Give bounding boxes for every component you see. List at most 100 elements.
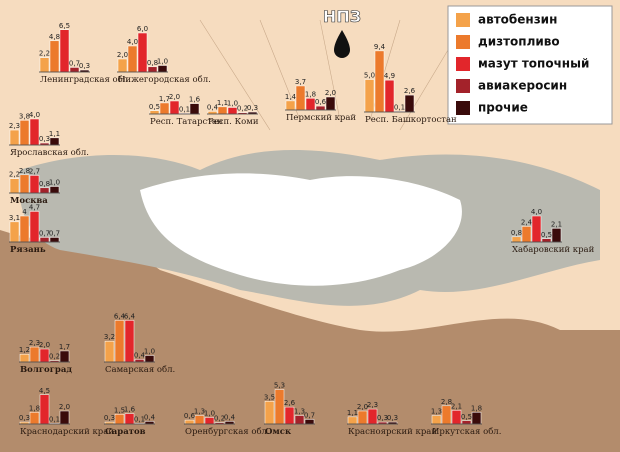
region-name: Нижегородская обл. [118, 74, 211, 85]
region-name: Волгоград [20, 365, 72, 375]
value-label: 2,0 [325, 89, 336, 97]
bar [9, 178, 20, 194]
value-label: 0,3 [19, 414, 30, 422]
bar [159, 102, 170, 115]
value-label: 2,8 [19, 167, 30, 175]
bar [59, 350, 70, 363]
bar [404, 94, 415, 113]
value-label: 4,8 [49, 33, 60, 41]
value-label: 0,7 [304, 411, 315, 419]
value-label: 1,1 [49, 130, 60, 138]
value-label: 6,4 [114, 312, 126, 320]
value-label: 1,6 [189, 96, 201, 104]
bar [521, 226, 532, 243]
map-title: НПЗ [323, 7, 361, 26]
bar [305, 98, 316, 111]
bar [29, 118, 40, 146]
bar [59, 29, 70, 73]
bar [325, 96, 336, 111]
region-name: Пермский край [286, 113, 356, 123]
white-land [140, 173, 462, 286]
value-label: 0,3 [247, 104, 258, 112]
value-label: 2,0 [39, 341, 50, 349]
value-label: 2,3 [29, 339, 40, 347]
value-label: 0,5 [149, 103, 160, 111]
bar [184, 419, 195, 425]
value-label: 0,7 [39, 229, 50, 237]
legend-swatch [456, 13, 470, 27]
value-label: 2,2 [39, 50, 50, 58]
value-label: 0,4 [134, 351, 146, 359]
value-label: 0,3 [39, 135, 50, 143]
region-name: Саратов [105, 427, 146, 437]
value-label: 2,2 [9, 171, 20, 179]
region-name: Ярославская обл. [10, 147, 89, 158]
bar [144, 355, 155, 363]
bar [285, 100, 296, 111]
value-label: 2,1 [551, 220, 562, 228]
value-label: 3,5 [264, 393, 275, 401]
bar [169, 100, 180, 115]
region-name: Респ. Татарстан [150, 117, 223, 127]
value-label: 4,0 [531, 208, 542, 216]
value-label: 2,0 [357, 403, 368, 411]
value-label: 4,9 [384, 72, 395, 80]
value-label: 0,8 [511, 229, 522, 237]
value-label: 6,5 [59, 22, 70, 30]
value-label: 1,0 [227, 100, 238, 108]
value-label: 6,0 [137, 25, 148, 33]
bar [124, 320, 135, 363]
bar [114, 320, 125, 363]
value-label: 1,1 [217, 99, 228, 107]
value-label: 2,0 [117, 51, 128, 59]
value-label: 1,3 [431, 408, 442, 416]
value-label: 1,0 [144, 348, 155, 356]
bar [49, 237, 60, 243]
bar [204, 417, 215, 425]
bar [364, 79, 375, 113]
value-label: 1,3 [294, 408, 305, 416]
value-label: 1,5 [114, 406, 125, 414]
bar [49, 186, 60, 194]
value-label: 5,0 [364, 72, 375, 80]
value-label: 2,6 [284, 399, 296, 407]
value-label: 0,3 [387, 414, 398, 422]
bar [39, 187, 50, 194]
value-label: 2,4 [521, 218, 533, 226]
region-name: Респ. Коми [208, 117, 259, 127]
region-name: Краснодарский край [20, 427, 114, 437]
bar [69, 67, 80, 73]
value-label: 0,3 [79, 62, 90, 70]
legend-swatch [456, 35, 470, 49]
value-label: 4,0 [127, 38, 138, 46]
bar [19, 174, 30, 194]
value-label: 2,3 [9, 122, 20, 130]
value-label: 6,4 [124, 312, 136, 320]
value-label: 0,2 [237, 105, 248, 113]
value-label: 3,8 [19, 112, 30, 120]
bar [541, 238, 552, 243]
bar [347, 416, 358, 425]
bar [49, 40, 60, 73]
legend-swatch [456, 57, 470, 71]
bar [29, 412, 40, 425]
bar [19, 215, 30, 243]
bar [274, 389, 285, 425]
bar [39, 348, 50, 363]
bar [294, 415, 305, 425]
value-label: 1,0 [204, 410, 215, 418]
bar [441, 405, 452, 425]
legend-box [447, 5, 613, 125]
bar [295, 85, 306, 111]
bar [471, 412, 482, 425]
region-name: Респ. Башкортостан [365, 115, 457, 125]
bar [157, 65, 168, 73]
bar [194, 415, 205, 425]
bar [19, 120, 30, 146]
value-label: 0,6 [315, 98, 327, 106]
bar [217, 106, 228, 115]
bar [451, 410, 462, 425]
value-label: 4,5 [39, 387, 50, 395]
bar [49, 137, 60, 146]
